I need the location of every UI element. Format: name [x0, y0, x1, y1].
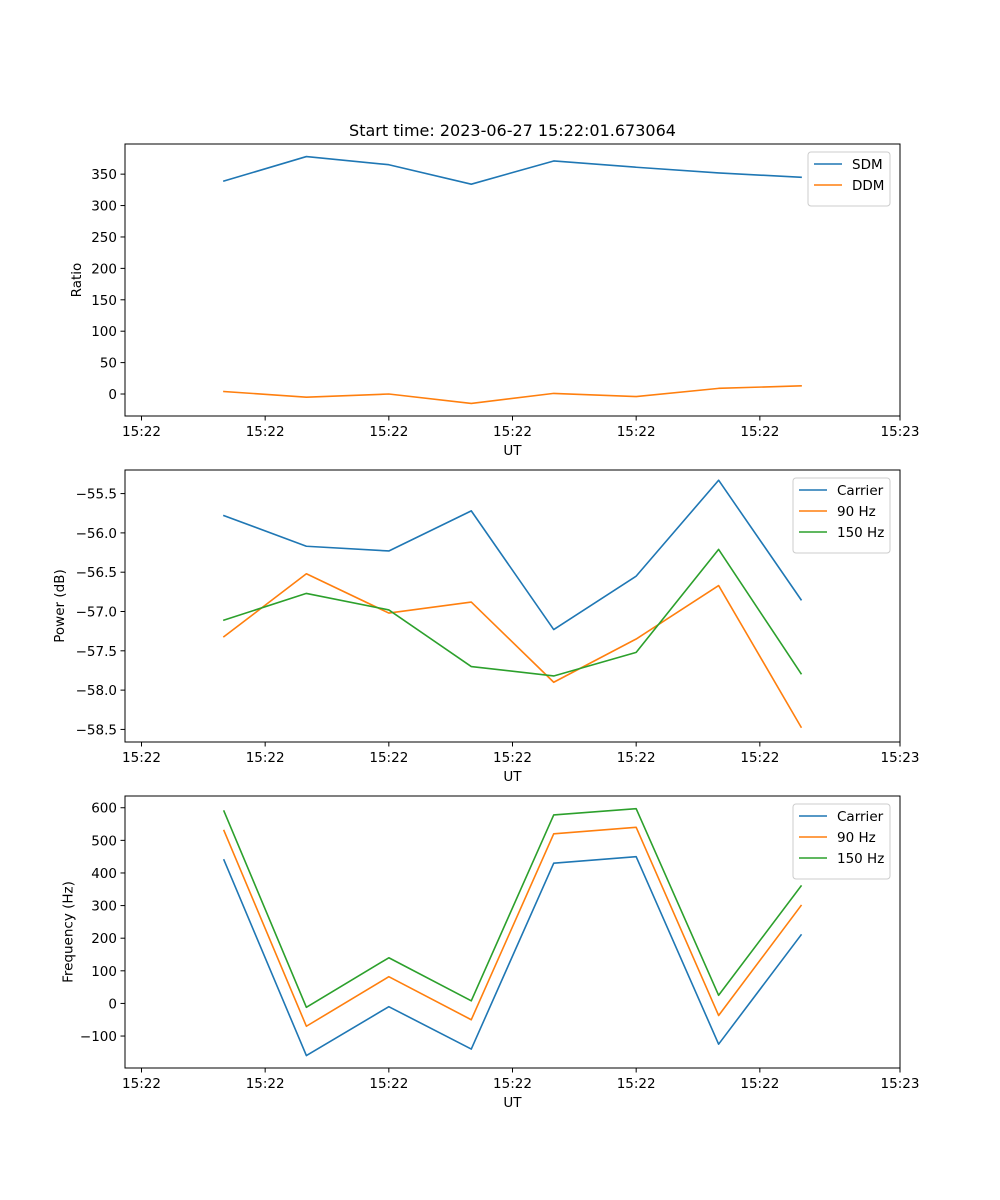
- legend-entry: Carrier: [837, 809, 884, 825]
- legend-1: SDM DDM: [807, 151, 891, 207]
- x-axis-label: UT: [503, 769, 522, 785]
- series-line-2-1: [222, 479, 803, 631]
- x-axis-label: UT: [503, 443, 522, 459]
- x-tick-label: 15:23: [881, 750, 920, 766]
- chart-title: Start time: 2023-06-27 15:22:01.673064: [349, 121, 676, 140]
- x-tick-label: 15:22: [740, 424, 779, 440]
- series-line-2-3: [222, 548, 803, 677]
- y-tick-label: 350: [91, 167, 117, 183]
- y-tick-label: 100: [91, 964, 117, 980]
- legend-frame: [792, 477, 891, 554]
- y-tick-label: 150: [91, 293, 117, 309]
- x-tick-label: 15:22: [369, 424, 408, 440]
- x-axis-label: UT: [503, 1095, 522, 1111]
- y-tick-label: 50: [100, 356, 117, 372]
- subplot-1: 15:22 15:22 15:22 15:22 15:22 15:22 15:23 0 50 10…: [69, 143, 920, 459]
- x-tick-label: 15:22: [617, 750, 656, 766]
- y-tick-label: 200: [91, 261, 117, 277]
- legend-entry: 150 Hz: [837, 851, 884, 867]
- x-tick-label: 15:22: [122, 424, 161, 440]
- series-line-3-3: [222, 807, 803, 1009]
- y-tick-label: 400: [91, 866, 117, 882]
- y-tick-label: −56.0: [76, 526, 117, 542]
- y-axis-label: Ratio: [69, 263, 85, 298]
- series-line-3-2: [222, 826, 803, 1028]
- x-tick-label: 15:22: [246, 1076, 285, 1092]
- x-tick-label: 15:22: [246, 424, 285, 440]
- y-tick-label: −58.5: [76, 722, 117, 738]
- x-tick-label: 15:22: [740, 1076, 779, 1092]
- x-tick-label: 15:22: [369, 750, 408, 766]
- x-tick-label: 15:22: [122, 750, 161, 766]
- x-tick-label: 15:22: [617, 1076, 656, 1092]
- legend-2: Carrier 90 Hz 150 Hz: [792, 477, 891, 554]
- legend-entry: Carrier: [837, 483, 884, 499]
- y-tick-label: −58.0: [76, 683, 117, 699]
- series-line-2-2: [222, 572, 803, 729]
- y-tick-label: −57.0: [76, 605, 117, 621]
- legend-entry: 150 Hz: [837, 525, 884, 541]
- y-tick-label: 0: [108, 387, 117, 403]
- x-tick-label: 15:23: [881, 424, 920, 440]
- x-tick-label: 15:22: [740, 750, 779, 766]
- x-tick-label: 15:23: [881, 1076, 920, 1092]
- legend-3: Carrier 90 Hz 150 Hz: [792, 803, 891, 880]
- y-tick-label: 100: [91, 324, 117, 340]
- y-tick-label: 600: [91, 801, 117, 817]
- x-tick-label: 15:22: [369, 1076, 408, 1092]
- y-tick-label: −55.5: [76, 487, 117, 503]
- y-tick-label: 300: [91, 899, 117, 915]
- legend-entry: SDM: [852, 157, 883, 173]
- y-tick-label: 500: [91, 833, 117, 849]
- y-tick-label: −57.5: [76, 644, 117, 660]
- legend-frame: [792, 803, 891, 880]
- y-tick-label: −100: [80, 1029, 117, 1045]
- legend-entry: DDM: [852, 178, 884, 194]
- y-tick-label: 200: [91, 931, 117, 947]
- legend-entry: 90 Hz: [837, 830, 876, 846]
- y-tick-label: 250: [91, 230, 117, 246]
- legend-frame: [807, 151, 891, 207]
- series-line-1-2: [223, 385, 802, 405]
- x-tick-label: 15:22: [617, 424, 656, 440]
- series-line-1-1: [222, 155, 802, 185]
- x-tick-label: 15:22: [493, 750, 532, 766]
- y-tick-label: −56.5: [76, 565, 117, 581]
- y-axis-label: Power (dB): [52, 569, 68, 642]
- subplots: 15:22 15:22 15:22 15:22 15:22 15:22 15:23 0 50 10…: [52, 143, 920, 1111]
- y-tick-label: 300: [91, 199, 117, 215]
- x-tick-label: 15:22: [493, 424, 532, 440]
- x-tick-label: 15:22: [493, 1076, 532, 1092]
- subplot-3: 15:22 15:22 15:22 15:22 15:22 15:22 15:23 −100 0…: [61, 795, 920, 1111]
- legend-entry: 90 Hz: [837, 504, 876, 520]
- x-tick-label: 15:22: [122, 1076, 161, 1092]
- subplot-2: 15:22 15:22 15:22 15:22 15:22 15:22 15:23 −58.5…: [52, 469, 920, 785]
- series-line-3-1: [222, 855, 803, 1057]
- y-axis-label: Frequency (Hz): [61, 881, 77, 983]
- y-tick-label: 0: [108, 996, 117, 1012]
- x-tick-label: 15:22: [246, 750, 285, 766]
